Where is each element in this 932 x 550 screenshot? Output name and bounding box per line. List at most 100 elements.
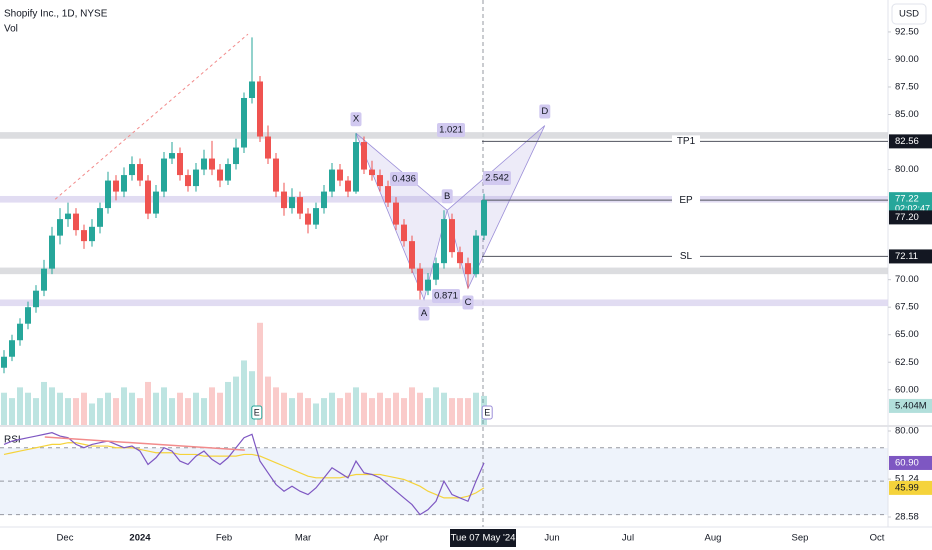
pattern-point-bg [441, 189, 453, 204]
candle-body [441, 219, 447, 264]
chart-title: Shopify Inc., 1D, NYSE [4, 9, 108, 20]
y-tick-label: 70.00 [895, 274, 919, 285]
y-tick-label: 62.50 [895, 357, 919, 368]
candle-body [369, 169, 375, 176]
candle-body [217, 169, 223, 181]
volume-bar [169, 398, 175, 425]
volume-bar [329, 392, 335, 425]
volume-bar [9, 398, 15, 425]
price-badge [889, 249, 932, 264]
candle-body [25, 307, 31, 324]
x-tick-label: Feb [216, 533, 232, 544]
candle-body [385, 186, 391, 203]
candle-body [113, 180, 119, 192]
volume-bar [361, 392, 367, 425]
rsi-ma-badge-label: 45.99 [895, 482, 919, 493]
candle-body [449, 219, 455, 253]
candle-body [425, 279, 431, 291]
candle-body [337, 169, 343, 181]
candle-body [73, 213, 79, 231]
rsi-line [3, 432, 485, 516]
rsi-tick-label: 80.00 [895, 426, 919, 437]
pattern-ratio-bg [483, 171, 511, 185]
last-price: 77.22 [895, 194, 919, 205]
volume-bar [297, 392, 303, 425]
candle-body [225, 164, 231, 181]
candle-body [265, 136, 271, 159]
volume-bar [441, 392, 447, 425]
candle-body [273, 158, 279, 192]
volume-bar [249, 371, 255, 425]
volume-bar [17, 387, 23, 425]
x-tick-label: Jun [544, 533, 559, 544]
level-label-bg [672, 250, 700, 263]
volume-bar [289, 398, 295, 425]
pattern-triangle [355, 132, 448, 301]
volume-bar [201, 398, 207, 425]
volume-bar [73, 398, 79, 425]
candle-body [313, 208, 319, 225]
volume-bar [377, 392, 383, 425]
candle-body [177, 153, 183, 176]
event-label: E [484, 407, 490, 417]
volume-bar [385, 398, 391, 425]
level-label: SL [680, 251, 693, 262]
candle-body [481, 200, 487, 236]
candle-body [129, 164, 135, 176]
pattern-point-bg [350, 112, 362, 127]
volume-bar [281, 392, 287, 425]
rsi-badge-label: 60.90 [895, 457, 919, 468]
x-tick-label: Sep [792, 533, 809, 544]
candle-body [97, 208, 103, 227]
pattern-ratio: 2.542 [485, 173, 509, 184]
pattern-point-bg [462, 295, 474, 310]
volume-bar [177, 392, 183, 425]
x-tick-label: Apr [374, 533, 389, 544]
candle-body [241, 97, 247, 148]
candle-body [257, 81, 263, 137]
volume-bar [217, 392, 223, 425]
candle-body [153, 191, 159, 214]
price-badge [889, 134, 932, 149]
candle-body [281, 191, 287, 209]
candle-body [121, 175, 127, 192]
volume-bar [241, 360, 247, 425]
x-tick-label: Tue 07 May '24 [451, 533, 516, 544]
candle-body [409, 241, 415, 269]
candle-body [233, 147, 239, 165]
y-tick-label: 92.50 [895, 26, 919, 37]
volume-bar [65, 398, 71, 425]
level-label-bg [672, 194, 700, 207]
volume-bar [393, 392, 399, 425]
y-tick-label: 80.00 [895, 164, 919, 175]
candle-body [169, 153, 175, 159]
candle-body [161, 158, 167, 192]
volume-bar [137, 398, 143, 425]
volume-bar [313, 403, 319, 425]
pattern-point: X [353, 114, 360, 125]
volume-bar [161, 387, 167, 425]
price-line-badge [889, 210, 932, 225]
x-crosshair-badge [450, 529, 516, 547]
pattern-ratio-bg [390, 172, 418, 186]
countdown: 02:02:47 [895, 204, 930, 214]
currency-button[interactable] [891, 3, 927, 25]
volume-bar [233, 376, 239, 425]
pattern-point: D [541, 106, 548, 117]
currency[interactable]: USD [899, 9, 919, 20]
volume-bar [417, 392, 423, 425]
x-tick-label: Dec [57, 533, 74, 544]
volume-bar [41, 381, 47, 425]
volume-bar [401, 398, 407, 425]
pattern-triangle [446, 125, 546, 290]
candle-body [417, 268, 423, 291]
volume-bar [209, 387, 215, 425]
candle-body [33, 290, 39, 308]
y-tick-label: 87.50 [895, 81, 919, 92]
candle-body [345, 180, 351, 192]
y-tick-label: 90.00 [895, 54, 919, 65]
candle-body [353, 142, 359, 192]
candle-body [137, 164, 143, 181]
price-badge-label: 72.11 [895, 251, 918, 262]
